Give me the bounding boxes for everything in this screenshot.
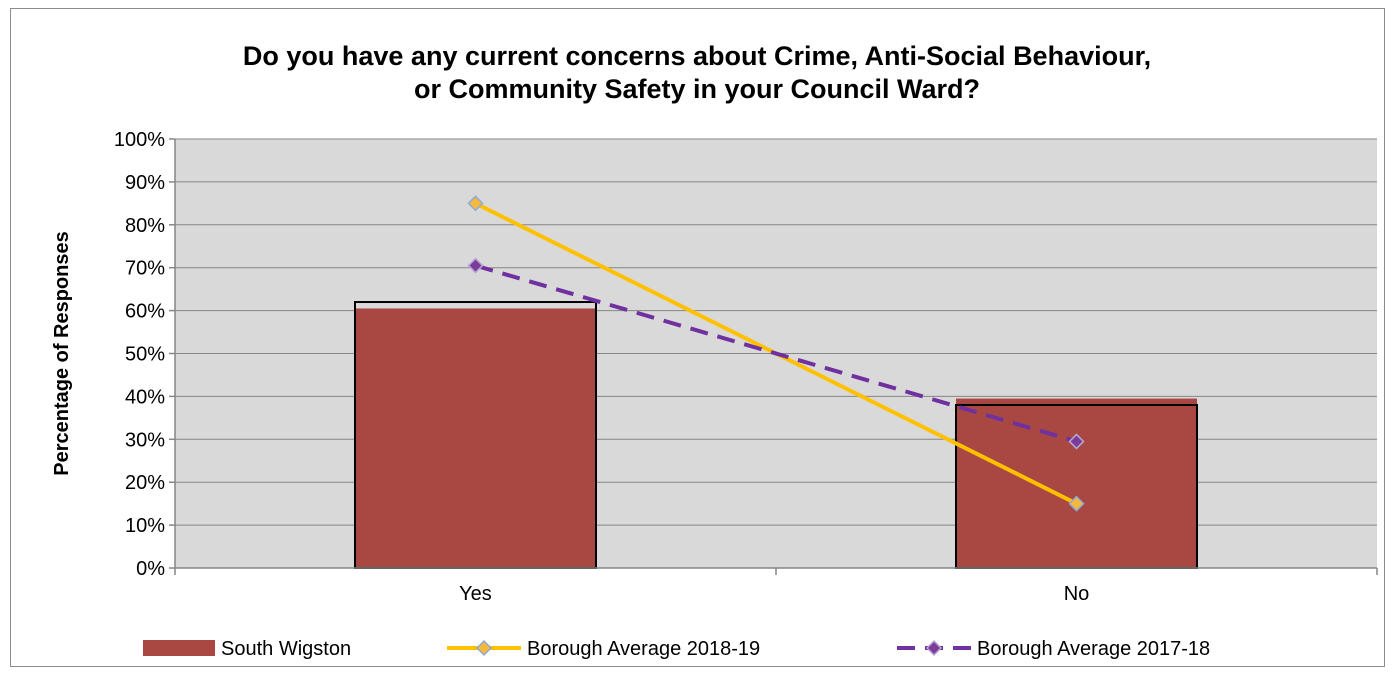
y-tick-label-1: 10% xyxy=(125,515,165,537)
legend-swatch-bar xyxy=(143,640,215,656)
chart: Do you have any current concerns about C… xyxy=(51,41,1378,660)
y-tick-label-4: 40% xyxy=(125,386,165,408)
legend-label-2: Borough Average 2017-18 xyxy=(977,638,1210,660)
y-tick-label-9: 90% xyxy=(125,172,165,194)
chart-title-line-2: or Community Safety in your Council Ward… xyxy=(414,74,980,104)
chart-title-line-1: Do you have any current concerns about C… xyxy=(243,41,1151,71)
x-tick-label-no: No xyxy=(1064,583,1090,605)
legend-marker-2 xyxy=(925,639,943,657)
series-1-point-yes xyxy=(467,195,484,212)
legend-label-1: Borough Average 2018-19 xyxy=(527,638,760,660)
y-tick-label-5: 50% xyxy=(125,344,165,366)
y-tick-label-7: 70% xyxy=(125,258,165,280)
bar-no xyxy=(956,398,1197,568)
y-tick-label-0: 0% xyxy=(136,558,165,580)
y-tick-label-10: 100% xyxy=(114,129,165,151)
series-line-2 xyxy=(474,263,1078,444)
y-tick-label-6: 60% xyxy=(125,301,165,323)
bar-yes xyxy=(355,308,596,568)
series-1-point-no xyxy=(1068,495,1085,512)
y-axis-title: Percentage of Responses xyxy=(51,231,73,476)
series-2-point-yes xyxy=(467,257,484,274)
x-tick-label-yes: Yes xyxy=(459,583,492,605)
y-tick-label-3: 30% xyxy=(125,429,165,451)
legend-label-south-wigston: South Wigston xyxy=(221,638,351,660)
y-tick-label-2: 20% xyxy=(125,472,165,494)
series-2-point-no xyxy=(1068,433,1085,450)
legend-marker-1 xyxy=(475,639,493,657)
chart-frame: Do you have any current concerns about C… xyxy=(10,8,1385,667)
y-tick-label-8: 80% xyxy=(125,215,165,237)
